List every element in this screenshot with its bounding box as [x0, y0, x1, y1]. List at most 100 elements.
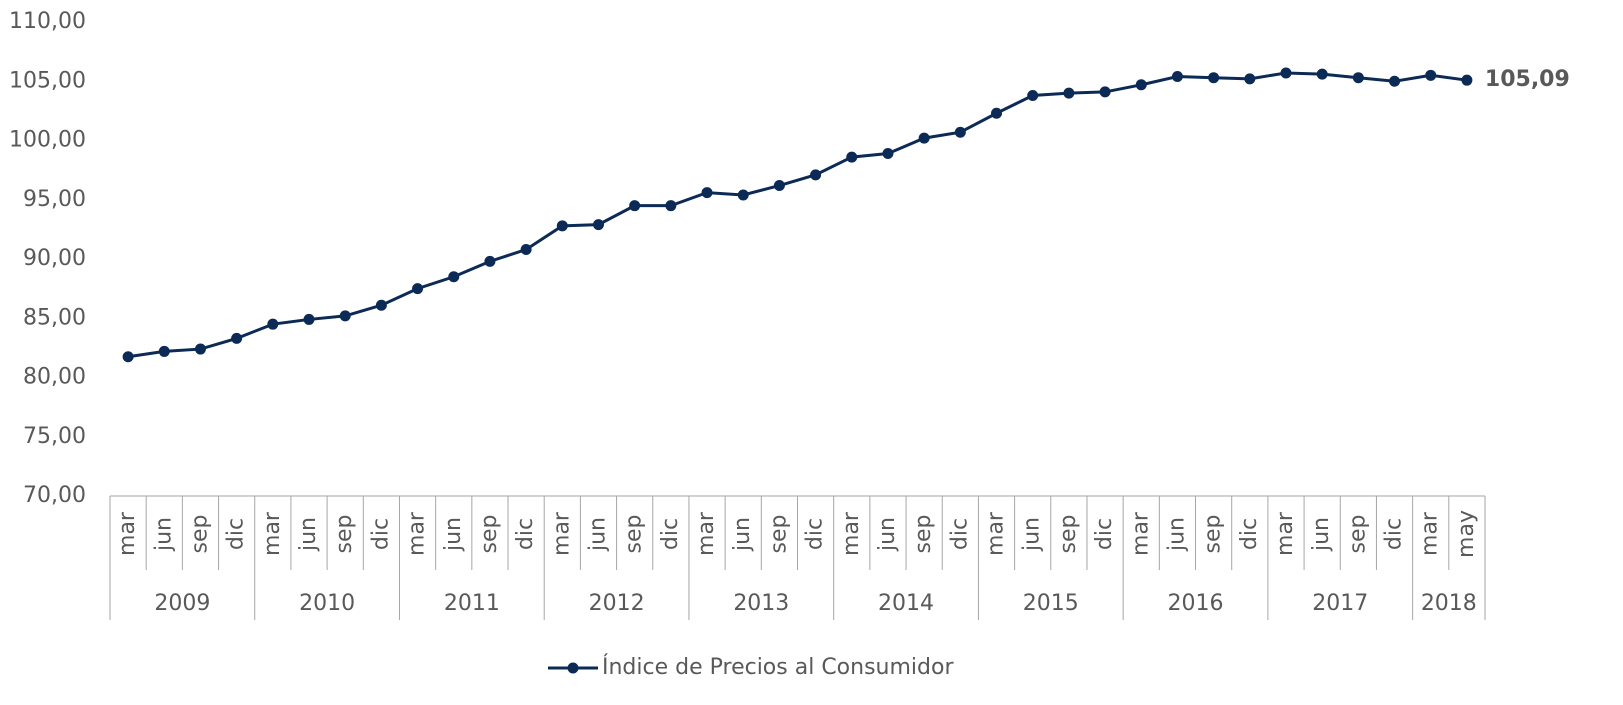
- group-label: 2010: [299, 591, 355, 616]
- data-point: [737, 189, 749, 201]
- x-tick-label: dic: [1237, 518, 1262, 550]
- x-tick-label: jun: [1309, 517, 1334, 552]
- data-point: [1316, 68, 1328, 80]
- legend-label: Índice de Precios al Consumidor: [602, 654, 954, 680]
- x-tick-label: jun: [585, 517, 610, 552]
- data-label: 105,09: [1485, 67, 1570, 92]
- x-tick-label: dic: [368, 518, 393, 550]
- data-point: [158, 345, 170, 357]
- y-tick-label: 80,00: [23, 365, 86, 390]
- group-label: 2017: [1312, 591, 1368, 616]
- data-point: [882, 148, 894, 160]
- data-point: [592, 219, 604, 231]
- x-tick-label: jun: [151, 517, 176, 552]
- group-label: 2018: [1421, 591, 1477, 616]
- x-tick-label: dic: [658, 518, 683, 550]
- group-label: 2009: [154, 591, 210, 616]
- y-tick-label: 110,00: [9, 9, 86, 34]
- x-tick-label: jun: [875, 517, 900, 552]
- data-point: [665, 200, 677, 212]
- data-point: [1027, 89, 1039, 101]
- group-label: 2016: [1168, 591, 1224, 616]
- y-tick-label: 95,00: [23, 187, 86, 212]
- group-label: 2011: [444, 591, 500, 616]
- data-point: [1171, 71, 1183, 83]
- x-tick-label: sep: [622, 515, 647, 554]
- y-tick-label: 105,00: [9, 68, 86, 93]
- y-tick-label: 85,00: [23, 305, 86, 330]
- data-point: [484, 255, 496, 267]
- x-tick-label: mar: [260, 511, 285, 556]
- x-tick-label: mar: [115, 511, 140, 556]
- data-point: [122, 351, 134, 363]
- x-tick-label: mar: [1273, 511, 1298, 556]
- x-tick-label: sep: [1345, 515, 1370, 554]
- data-point: [1352, 72, 1364, 84]
- data-point: [701, 187, 713, 199]
- data-point: [1389, 75, 1401, 87]
- data-point: [520, 244, 532, 256]
- data-point: [267, 318, 279, 330]
- data-point: [1461, 74, 1473, 86]
- legend-marker: [567, 662, 579, 674]
- data-point: [339, 310, 351, 322]
- series-line: [127, 71, 1468, 359]
- x-tick-label: mar: [1128, 511, 1153, 556]
- group-label: 2012: [589, 591, 645, 616]
- data-point: [303, 313, 315, 325]
- x-tick-label: mar: [549, 511, 574, 556]
- x-tick-label: jun: [1164, 517, 1189, 552]
- data-point: [810, 169, 822, 181]
- x-tick-label: sep: [332, 515, 357, 554]
- x-tick-label: jun: [730, 517, 755, 552]
- x-tick-label: sep: [1056, 515, 1081, 554]
- data-point: [954, 126, 966, 138]
- data-point: [1280, 67, 1292, 79]
- x-tick-label: dic: [1382, 518, 1407, 550]
- data-point: [556, 220, 568, 232]
- data-point: [1425, 69, 1437, 81]
- x-tick-label: sep: [187, 515, 212, 554]
- x-tick-label: jun: [1020, 517, 1045, 552]
- data-point: [991, 107, 1003, 119]
- x-tick-label: mar: [1418, 511, 1443, 556]
- data-point: [448, 271, 460, 283]
- x-tick-label: dic: [1092, 518, 1117, 550]
- x-tick-label: dic: [513, 518, 538, 550]
- x-tick-label: dic: [803, 518, 828, 550]
- x-tick-label: mar: [839, 511, 864, 556]
- x-tick-label: mar: [984, 511, 1009, 556]
- y-tick-label: 100,00: [9, 128, 86, 153]
- y-tick-label: 90,00: [23, 246, 86, 271]
- x-tick-label: dic: [224, 518, 249, 550]
- data-point: [629, 200, 641, 212]
- x-tick-label: sep: [477, 515, 502, 554]
- data-point: [231, 332, 243, 344]
- data-point: [773, 180, 785, 192]
- data-point: [846, 151, 858, 163]
- data-point: [1244, 73, 1256, 85]
- x-tick-label: sep: [911, 515, 936, 554]
- data-point: [1135, 79, 1147, 91]
- data-point: [918, 132, 930, 144]
- data-point: [412, 283, 424, 295]
- group-label: 2014: [878, 591, 934, 616]
- x-tick-label: may: [1454, 510, 1479, 558]
- data-point: [1063, 87, 1075, 99]
- data-point: [375, 299, 387, 311]
- data-point: [194, 343, 206, 355]
- data-point: [1099, 86, 1111, 98]
- x-tick-label: jun: [296, 517, 321, 552]
- y-tick-label: 70,00: [23, 483, 86, 508]
- data-point: [1208, 72, 1220, 84]
- x-tick-label: dic: [947, 518, 972, 550]
- x-tick-label: jun: [441, 517, 466, 552]
- x-tick-label: sep: [766, 515, 791, 554]
- x-tick-label: mar: [694, 511, 719, 556]
- y-tick-label: 75,00: [23, 424, 86, 449]
- group-label: 2015: [1023, 591, 1079, 616]
- x-tick-label: mar: [405, 511, 430, 556]
- x-tick-label: sep: [1201, 515, 1226, 554]
- group-label: 2013: [733, 591, 789, 616]
